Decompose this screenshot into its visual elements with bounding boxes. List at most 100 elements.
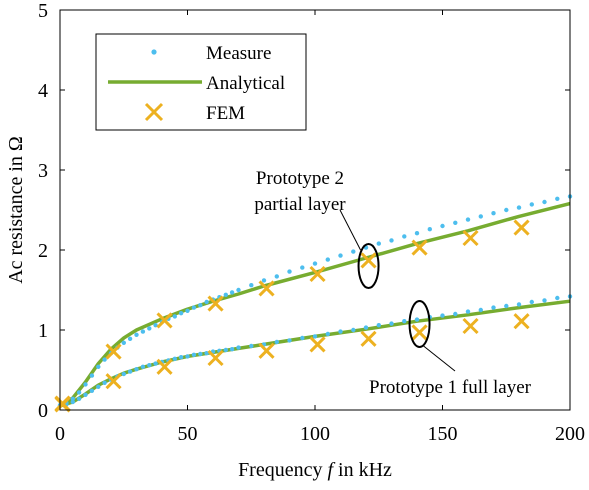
measure-point-prototype-2 <box>491 211 496 216</box>
measure-point-prototype-2 <box>249 283 254 288</box>
measure-point-prototype-1 <box>351 327 356 333</box>
y-tick-label: 3 <box>38 160 48 182</box>
measure-point-prototype-1 <box>363 325 369 330</box>
measure-point-prototype-1 <box>134 367 139 372</box>
measure-point-prototype-2 <box>555 196 560 201</box>
measure-point-prototype-2 <box>147 326 152 331</box>
measure-point-prototype-2 <box>542 199 547 205</box>
measure-point-prototype-2 <box>172 314 177 319</box>
measure-point-prototype-1 <box>70 399 76 405</box>
fem-point-prototype-1 <box>105 373 122 390</box>
measure-point-prototype-2 <box>465 217 471 222</box>
fem-point-prototype-1 <box>462 317 479 335</box>
fem-point-prototype-1 <box>156 358 173 375</box>
measure-point-prototype-1 <box>185 354 190 359</box>
measure-point-prototype-2 <box>96 364 101 369</box>
measure-point-prototype-2 <box>223 292 228 297</box>
legend: Measure Analytical FEM <box>95 33 307 131</box>
plot-marks <box>54 194 573 413</box>
measure-point-prototype-1 <box>325 331 330 337</box>
measure-point-prototype-2 <box>389 238 394 243</box>
fem-point-prototype-1 <box>258 342 275 359</box>
measure-point-prototype-2 <box>287 269 292 274</box>
measure-point-prototype-1 <box>376 323 381 328</box>
plot-lines <box>59 201 571 408</box>
y-tick-label: 0 <box>38 400 48 422</box>
measure-point-prototype-1 <box>236 345 241 350</box>
measure-point-prototype-1 <box>465 309 471 314</box>
measure-point-prototype-1 <box>312 334 318 339</box>
measure-point-prototype-1 <box>140 364 146 369</box>
measure-point-prototype-2 <box>338 253 343 258</box>
measure-point-prototype-2 <box>178 311 184 316</box>
measure-point-prototype-2 <box>229 290 235 295</box>
measure-point-prototype-1 <box>83 392 88 397</box>
measure-point-prototype-2 <box>127 336 133 341</box>
measure-point-prototype-1 <box>102 380 107 385</box>
measure-point-prototype-1 <box>172 356 177 361</box>
annotation-leader-prototype-1 <box>423 345 456 372</box>
analytical-line-prototype-2 <box>59 201 571 407</box>
annotation-text-prototype-2: Prototype 2 <box>256 168 344 189</box>
measure-point-prototype-1 <box>338 329 343 334</box>
measure-point-prototype-2 <box>134 332 139 337</box>
measure-point-prototype-1 <box>414 317 420 322</box>
measure-point-prototype-1 <box>504 303 509 309</box>
measure-point-prototype-2 <box>191 305 197 310</box>
y-tick-label: 2 <box>38 240 48 262</box>
fem-point-prototype-2 <box>207 295 224 312</box>
measure-point-prototype-1 <box>121 371 127 377</box>
legend-marker-measure <box>151 49 157 55</box>
fem-point-prototype-1 <box>54 396 71 413</box>
measure-point-prototype-2 <box>312 261 318 266</box>
y-tick-label: 1 <box>38 320 48 342</box>
measure-point-prototype-2 <box>121 340 127 345</box>
fem-point-prototype-2 <box>462 229 479 247</box>
measure-point-prototype-2 <box>351 249 356 254</box>
measure-point-prototype-2 <box>274 274 279 279</box>
x-tick-label: 200 <box>555 423 585 445</box>
measure-point-prototype-2 <box>516 205 522 210</box>
ticks: 0 50 100 150 200 0 1 2 3 4 5 <box>38 0 585 445</box>
measure-point-prototype-2 <box>140 329 146 334</box>
measure-point-prototype-2 <box>427 227 432 232</box>
measure-point-prototype-1 <box>147 363 152 368</box>
fem-point-prototype-1 <box>309 336 326 353</box>
measure-point-prototype-1 <box>516 302 522 307</box>
measure-point-prototype-2 <box>300 265 305 270</box>
measure-point-prototype-1 <box>89 388 95 393</box>
annotation-text-prototype-2: partial layer <box>254 194 346 215</box>
measure-point-prototype-2 <box>440 223 445 229</box>
measure-point-prototype-2 <box>325 257 330 262</box>
fem-point-prototype-2 <box>105 343 122 360</box>
legend-label: Analytical <box>206 73 285 94</box>
annotation-ellipse-prototype-1 <box>408 300 431 348</box>
measure-point-prototype-1 <box>191 352 197 357</box>
measure-point-prototype-1 <box>178 355 184 360</box>
x-axis-label: Frequency f in kHz <box>238 459 392 481</box>
measure-point-prototype-1 <box>389 321 394 326</box>
measure-point-prototype-1 <box>300 335 305 341</box>
measure-point-prototype-1 <box>453 311 458 317</box>
measure-point-prototype-2 <box>83 382 88 387</box>
measure-point-prototype-2 <box>478 214 483 219</box>
measure-point-prototype-1 <box>274 339 279 345</box>
fem-point-prototype-2 <box>411 239 428 256</box>
measure-point-prototype-2 <box>261 278 267 283</box>
measure-point-prototype-1 <box>76 396 82 401</box>
fem-point-prototype-2 <box>360 252 377 269</box>
measure-point-prototype-1 <box>440 313 445 318</box>
annotations: Prototype 2 partial layer Prototype 1 full… <box>254 168 531 398</box>
measure-point-prototype-2 <box>198 303 203 308</box>
measure-point-prototype-2 <box>89 373 95 378</box>
fem-point-prototype-2 <box>513 219 530 236</box>
annotation-ellipse-prototype-2 <box>357 243 380 289</box>
measure-point-prototype-2 <box>76 390 82 395</box>
measure-point-prototype-1 <box>127 369 133 374</box>
measure-point-prototype-1 <box>287 338 292 343</box>
x-tick-label: 150 <box>428 423 458 445</box>
fem-point-prototype-2 <box>309 265 326 283</box>
fem-point-prototype-1 <box>411 324 428 341</box>
y-tick-label: 5 <box>38 0 48 22</box>
